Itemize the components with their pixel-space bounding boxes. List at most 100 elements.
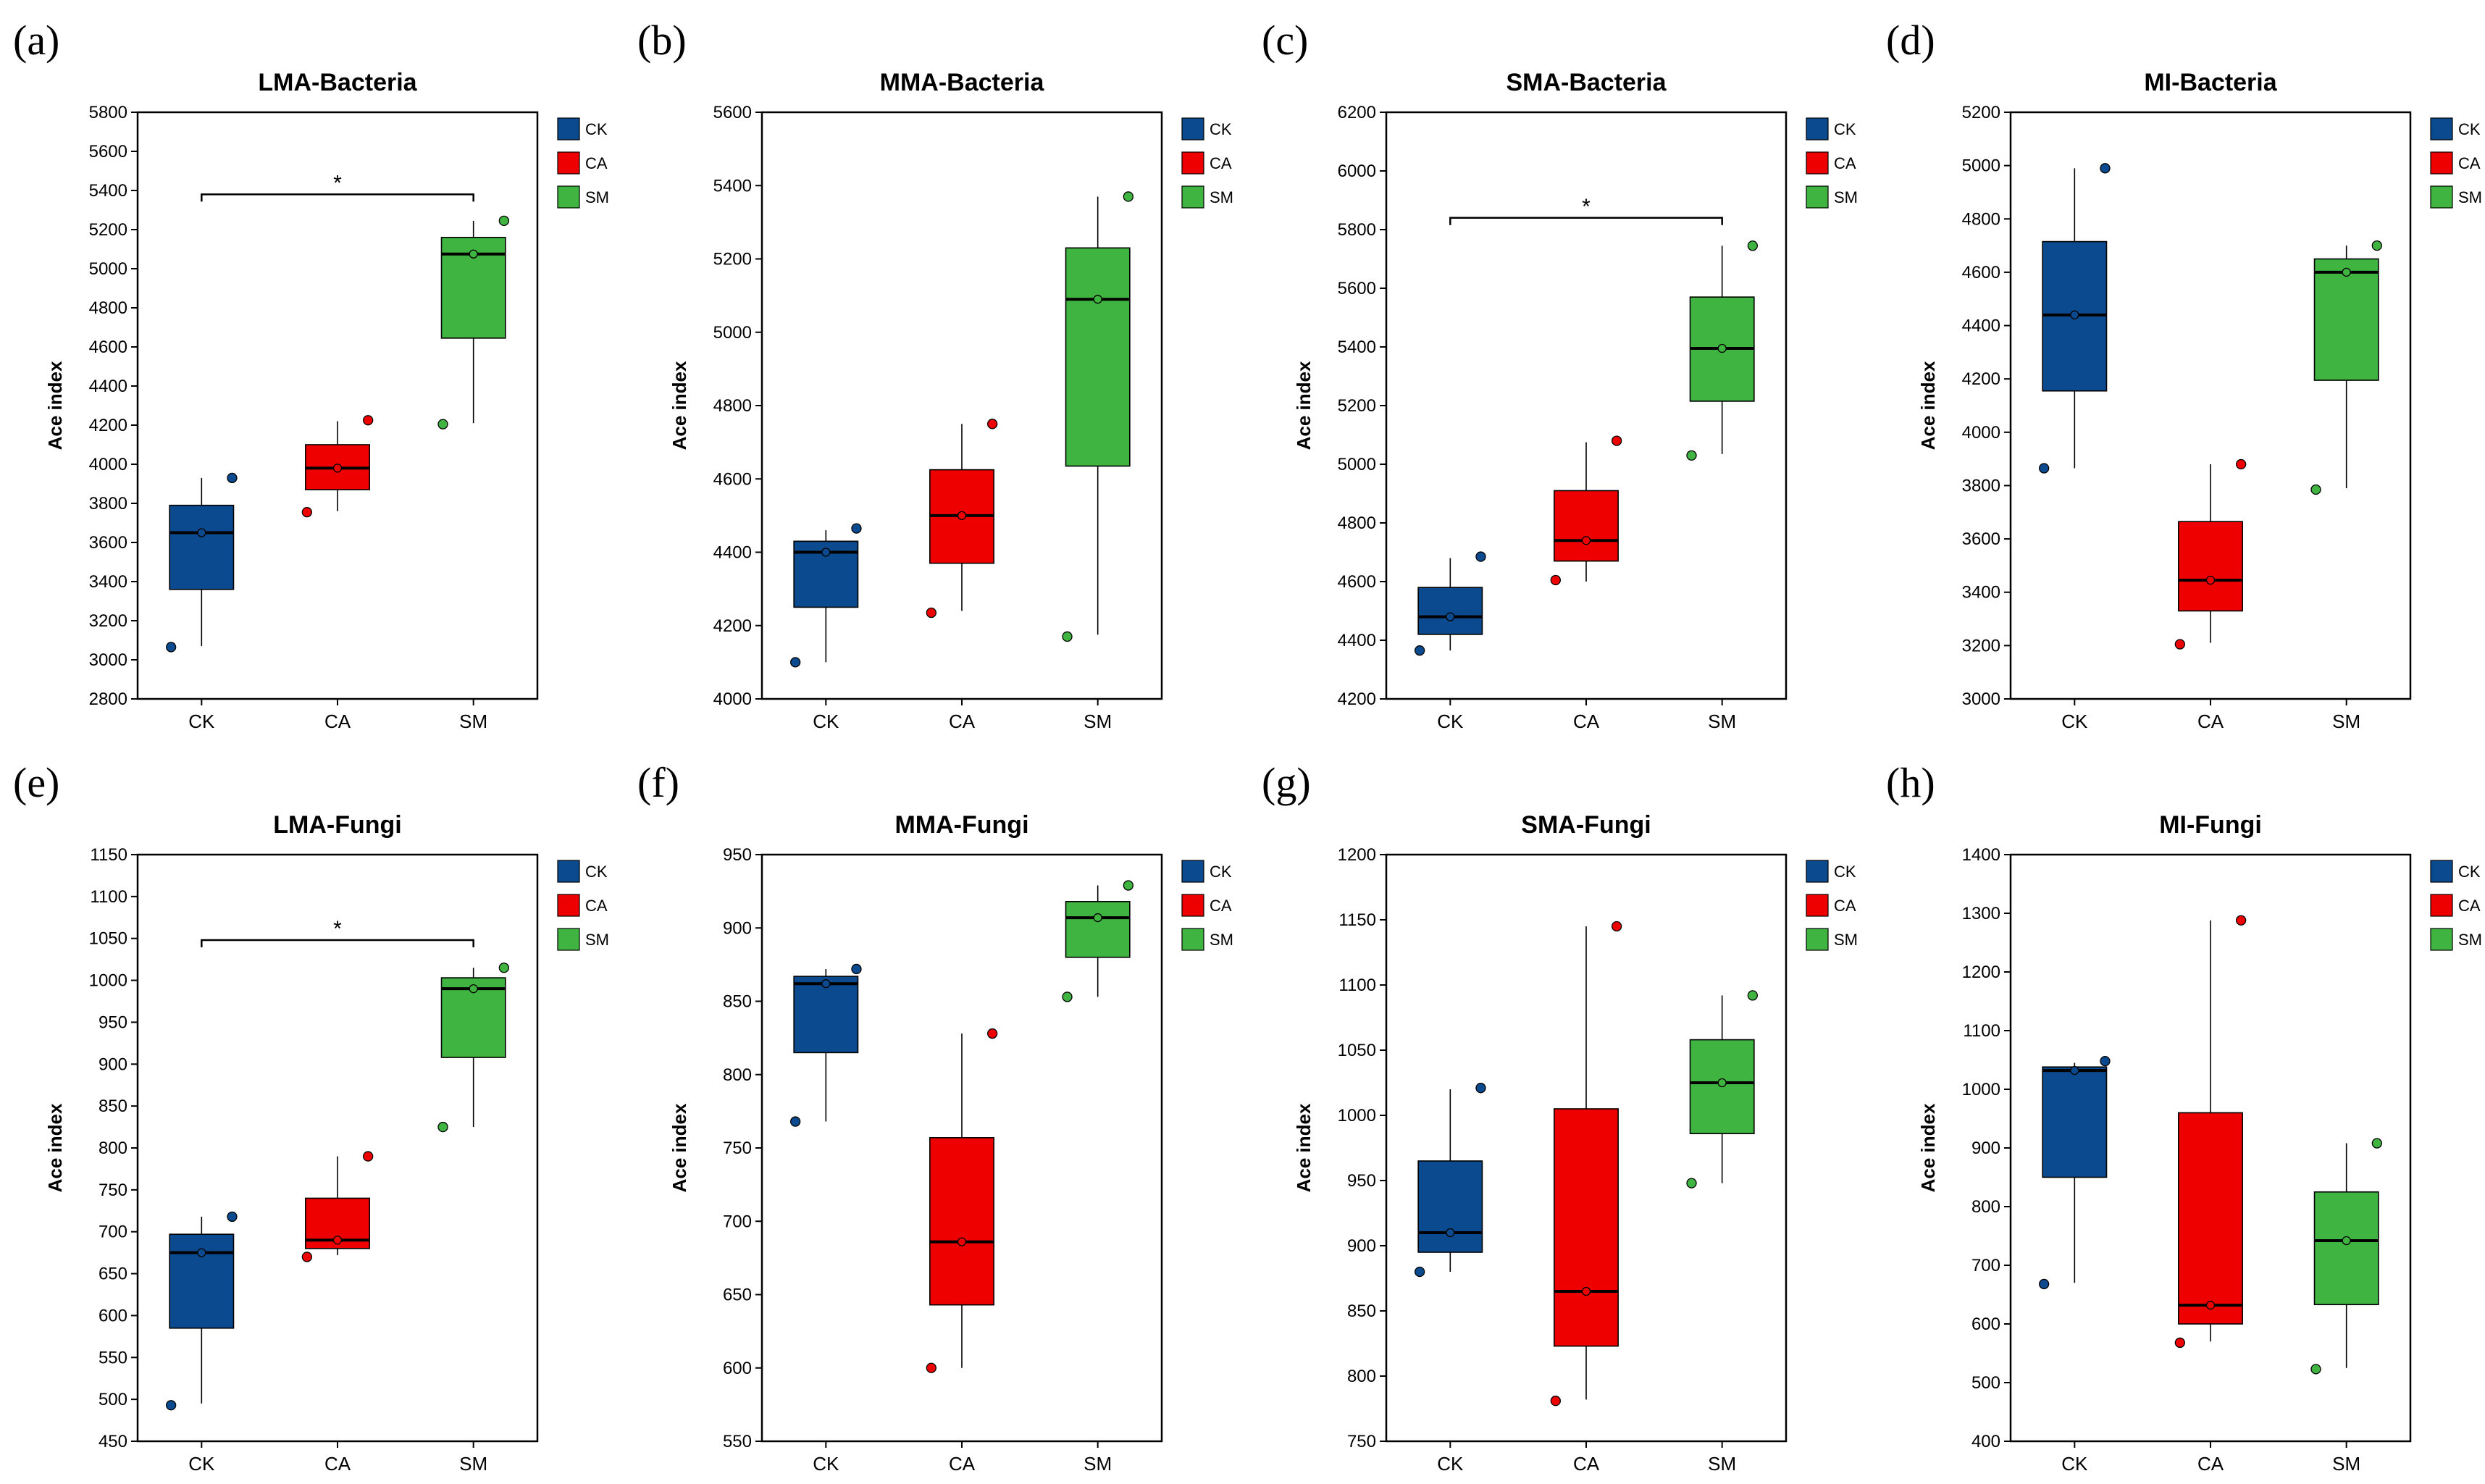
legend-swatch-ck xyxy=(557,117,580,141)
y-tick-label: 700 xyxy=(723,1212,752,1231)
legend-label-sm: SM xyxy=(1834,188,1858,206)
y-tick-label: 4800 xyxy=(89,298,127,318)
legend-label-ca: CA xyxy=(1834,154,1856,172)
y-tick-label: 550 xyxy=(99,1348,127,1367)
significance-star: * xyxy=(333,917,342,941)
y-tick-label: 4600 xyxy=(89,338,127,357)
data-point xyxy=(363,1151,374,1162)
mean-marker xyxy=(821,548,831,557)
legend-swatch-ca xyxy=(2430,894,2453,917)
chart-panel-6: (f) MMA-Fungi 550 600 650 700 750 800 850 900 950 A… xyxy=(637,759,1233,1475)
y-tick-label: 800 xyxy=(1347,1367,1376,1386)
box-sm xyxy=(1062,191,1133,642)
y-tick-label: 3600 xyxy=(89,533,127,553)
x-tick-label: CK xyxy=(813,1453,839,1475)
legend-label-ck: CK xyxy=(2458,120,2481,138)
legend-swatch-sm xyxy=(1806,185,1829,209)
y-tick-label: 4200 xyxy=(1962,369,2000,389)
y-tick-label: 3000 xyxy=(1962,689,2000,709)
x-tick-label: CA xyxy=(949,710,976,732)
mean-marker xyxy=(957,511,967,521)
y-tick-label: 5800 xyxy=(89,103,127,122)
y-tick-label: 900 xyxy=(99,1055,127,1074)
box-body xyxy=(1065,247,1131,467)
y-tick-label: 1100 xyxy=(1338,976,1376,995)
significance-star: * xyxy=(333,171,342,195)
box-ck xyxy=(1415,1083,1486,1278)
chart-panel-5: (e) LMA-Fungi 450 500 550 600 650 700 750 800 850 9… xyxy=(13,759,609,1475)
legend-label-sm: SM xyxy=(585,188,609,206)
x-tick-label: CA xyxy=(1573,710,1600,732)
y-tick-label: 3800 xyxy=(1962,476,2000,495)
y-tick-label: 4200 xyxy=(1338,689,1376,709)
plot-frame xyxy=(136,853,539,1443)
box-ca xyxy=(926,419,998,619)
box-sm xyxy=(2310,1138,2382,1375)
box-body xyxy=(2042,1066,2108,1178)
data-point xyxy=(851,963,862,975)
data-point xyxy=(1123,880,1133,891)
significance-bracket xyxy=(201,193,474,202)
y-tick-label: 1150 xyxy=(90,845,127,865)
box-body xyxy=(1417,1160,1483,1253)
chart-title: SMA-Bacteria xyxy=(1506,69,1667,96)
y-tick-label: 600 xyxy=(1971,1315,2000,1334)
y-tick-label: 850 xyxy=(1347,1301,1376,1321)
data-point xyxy=(1686,1178,1697,1189)
chart-panel-4: (d) MI-Bacteria 3000 3200 3400 3600 3800 4000 42… xyxy=(1886,17,2482,732)
data-point xyxy=(926,607,936,619)
legend-swatch-ck xyxy=(2430,117,2453,141)
data-point xyxy=(1612,435,1622,446)
legend-swatch-ca xyxy=(557,894,580,917)
box-body xyxy=(929,1137,994,1306)
y-tick-label: 900 xyxy=(1347,1236,1376,1256)
chart-panel-3: (c) SMA-Bacteria 4200 4400 4600 4800 5000 5200 5… xyxy=(1262,17,1858,732)
box-body xyxy=(2313,258,2379,381)
y-tick-label: 800 xyxy=(1971,1197,2000,1217)
y-axis-label: Ace index xyxy=(1293,361,1315,450)
box-body xyxy=(793,976,859,1054)
y-tick-label: 5400 xyxy=(89,181,127,201)
legend-swatch-sm xyxy=(1181,185,1204,209)
box-sm xyxy=(437,215,509,429)
y-tick-label: 3000 xyxy=(89,650,127,670)
y-tick-label: 5200 xyxy=(713,250,752,269)
y-tick-label: 500 xyxy=(99,1390,127,1409)
legend-label-ca: CA xyxy=(1210,154,1232,172)
legend-swatch-ck xyxy=(1806,117,1829,141)
y-tick-label: 700 xyxy=(99,1223,127,1242)
legend-label-sm: SM xyxy=(1210,931,1233,949)
data-point xyxy=(166,642,177,653)
mean-marker xyxy=(1717,343,1727,353)
y-tick-label: 750 xyxy=(723,1139,752,1158)
legend-label-ck: CK xyxy=(1834,120,1856,138)
box-sm xyxy=(1686,240,1758,461)
data-point xyxy=(851,523,862,534)
mean-marker xyxy=(469,249,478,259)
mean-marker xyxy=(332,464,343,473)
x-tick-label: CA xyxy=(324,710,351,732)
data-point xyxy=(1747,990,1758,1001)
y-axis-label: Ace index xyxy=(669,361,690,450)
legend-swatch-sm xyxy=(557,928,580,951)
mean-marker xyxy=(1581,536,1591,545)
y-tick-label: 600 xyxy=(723,1359,752,1378)
box-body xyxy=(1065,901,1131,958)
legend-swatch-ca xyxy=(557,151,580,175)
box-body xyxy=(2178,521,2243,612)
data-point xyxy=(790,657,801,668)
x-tick-label: SM xyxy=(2332,1453,2360,1475)
x-tick-label: SM xyxy=(2332,710,2360,732)
y-tick-label: 5400 xyxy=(713,176,752,196)
box-ck xyxy=(790,963,862,1127)
data-point xyxy=(1062,631,1073,642)
y-tick-label: 4400 xyxy=(713,543,752,563)
y-tick-label: 750 xyxy=(99,1181,127,1200)
y-tick-label: 4000 xyxy=(713,689,752,709)
y-tick-label: 3800 xyxy=(89,494,127,513)
y-tick-label: 1000 xyxy=(1338,1106,1376,1125)
y-tick-label: 1200 xyxy=(1338,845,1376,865)
y-tick-label: 1200 xyxy=(1962,963,2000,982)
box-ca xyxy=(301,415,374,518)
